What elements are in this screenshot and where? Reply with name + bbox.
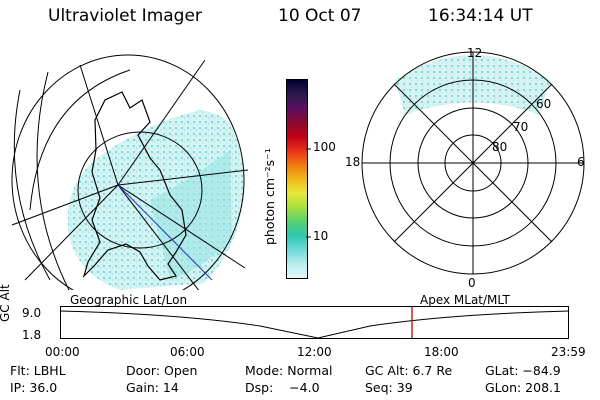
colorbar	[286, 79, 308, 279]
colorbar-unit-label: photon cm⁻²s⁻¹	[262, 148, 277, 245]
mlt-label-18: 18	[345, 155, 361, 169]
mlat-label-70: 70	[513, 120, 529, 134]
aurora-band-geo	[150, 150, 232, 280]
polar-mlt-plot	[361, 51, 585, 275]
mlat-label-60: 60	[536, 97, 552, 111]
status-gc-alt: GC Alt: 6.7 Re	[365, 363, 453, 378]
altitude-curve	[60, 310, 570, 339]
x-tick-0600: 06:00	[170, 345, 205, 359]
status-ip: IP: 36.0	[10, 380, 58, 395]
coastline	[82, 91, 187, 281]
geo-graticule	[11, 59, 249, 290]
status-glon: GLon: 208.1	[485, 380, 561, 395]
status-glat: GLat: −84.9	[485, 363, 561, 378]
instrument-title: Ultraviolet Imager	[48, 6, 202, 26]
status-seq: Seq: 39	[365, 380, 413, 395]
status-mode: Mode: Normal	[245, 363, 333, 378]
x-tick-1800: 18:00	[424, 345, 459, 359]
mlat-label-80: 80	[492, 140, 508, 154]
time-label: 16:34:14 UT	[428, 6, 533, 26]
altitude-plot	[60, 306, 570, 339]
x-tick-0000: 00:00	[45, 345, 80, 359]
mlt-label-6: 6	[577, 155, 585, 169]
altitude-tick-high: 9.0	[22, 306, 42, 320]
date-label: 10 Oct 07	[278, 6, 362, 26]
geo-boundary	[11, 54, 245, 290]
colorbar-ticks	[306, 148, 311, 238]
right-projection-title: Apex MLat/MLT	[420, 293, 510, 307]
x-tick-1200: 12:00	[297, 345, 332, 359]
colorbar-tick-100: 100	[313, 140, 336, 154]
status-filter: Flt: LBHL	[10, 363, 66, 378]
altitude-axis-label: GC Alt	[0, 284, 12, 322]
status-gain: Gain: 14	[126, 380, 179, 395]
altitude-tick-low: 1.8	[22, 328, 42, 342]
colorbar-tick-10: 10	[313, 229, 329, 243]
sun-direction-line	[117, 184, 213, 281]
mlt-label-12: 12	[467, 46, 483, 60]
status-dsp: Dsp: −4.0	[245, 380, 320, 395]
geographic-map	[11, 54, 249, 290]
left-projection-title: Geographic Lat/Lon	[70, 293, 188, 307]
x-tick-2359: 23:59	[551, 345, 586, 359]
mlt-label-0: 0	[468, 276, 476, 290]
status-door: Door: Open	[126, 363, 198, 378]
